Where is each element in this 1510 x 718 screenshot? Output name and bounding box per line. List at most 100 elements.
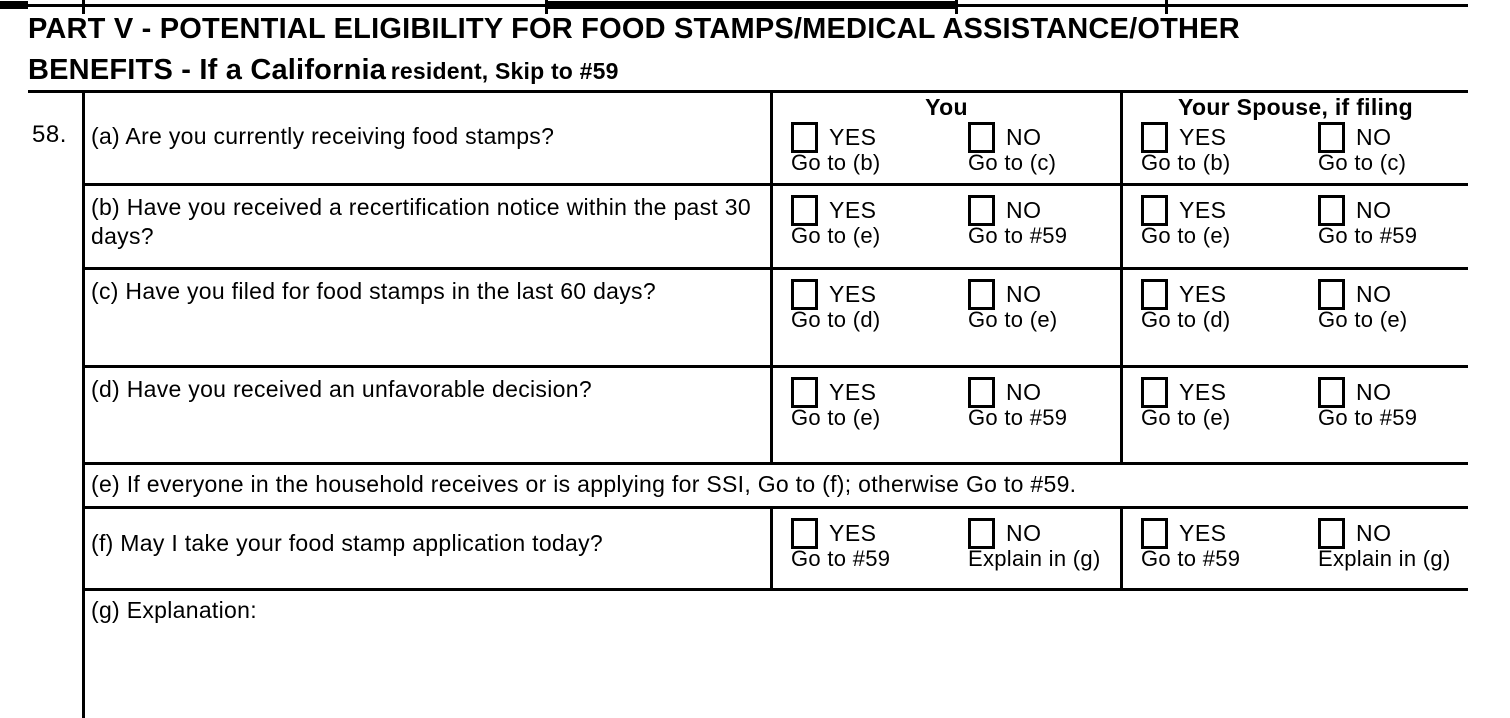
yes-note: Go to (e) bbox=[1141, 223, 1231, 248]
checkbox-spouse-yes-c[interactable] bbox=[1141, 279, 1168, 310]
spouse-column-header: Your Spouse, if filing bbox=[1178, 94, 1413, 120]
checkbox-spouse-no-a[interactable] bbox=[1318, 122, 1345, 153]
option-no: NO Explain in (g) bbox=[1318, 518, 1451, 572]
yes-note: Go to (e) bbox=[791, 223, 881, 248]
yes-note: Go to (d) bbox=[791, 307, 881, 332]
checkbox-you-yes-f[interactable] bbox=[791, 518, 818, 549]
yes-label: YES bbox=[829, 197, 877, 223]
answers-spouse-a: Your Spouse, if filing YES Go to (b) bbox=[1120, 93, 1468, 183]
checkbox-spouse-no-f[interactable] bbox=[1318, 518, 1345, 549]
table-row-b: (b) Have you received a recertification … bbox=[85, 186, 1468, 270]
option-yes: YES Go to (e) bbox=[791, 195, 950, 249]
no-note: Explain in (g) bbox=[1318, 546, 1451, 571]
yes-note: Go to (b) bbox=[1141, 150, 1231, 175]
yes-label: YES bbox=[829, 379, 877, 405]
answers-you-a: You YES Go to (b) NO bbox=[770, 93, 1120, 183]
option-no: NO Go to (e) bbox=[1318, 279, 1408, 333]
no-note: Go to #59 bbox=[1318, 405, 1418, 430]
question-number: 58. bbox=[32, 121, 67, 148]
answers-you-c: YES Go to (d) NO Go to (e) bbox=[770, 270, 1120, 365]
no-label: NO bbox=[1356, 124, 1392, 150]
no-label: NO bbox=[1356, 197, 1392, 223]
no-label: NO bbox=[1006, 520, 1042, 546]
checkbox-you-yes-c[interactable] bbox=[791, 279, 818, 310]
answers-spouse-c: YES Go to (d) NO Go to (e) bbox=[1120, 270, 1468, 365]
option-yes: YES Go to (d) bbox=[1141, 279, 1300, 333]
part-heading-line2-small: resident, Skip to #59 bbox=[390, 58, 619, 84]
no-label: NO bbox=[1006, 281, 1042, 307]
option-no: NO Explain in (g) bbox=[968, 518, 1101, 572]
option-yes: YES Go to #59 bbox=[791, 518, 950, 572]
checkbox-you-yes-b[interactable] bbox=[791, 195, 818, 226]
checkbox-you-no-c[interactable] bbox=[968, 279, 995, 310]
yes-note: Go to (b) bbox=[791, 150, 881, 175]
checkbox-spouse-yes-f[interactable] bbox=[1141, 518, 1168, 549]
no-note: Explain in (g) bbox=[968, 546, 1101, 571]
question-a: (a) Are you currently receiving food sta… bbox=[91, 123, 555, 149]
yes-label: YES bbox=[1179, 520, 1227, 546]
yes-label: YES bbox=[829, 520, 877, 546]
option-no: NO Go to #59 bbox=[1318, 377, 1417, 431]
checkbox-spouse-yes-d[interactable] bbox=[1141, 377, 1168, 408]
yes-note: Go to #59 bbox=[1141, 546, 1241, 571]
yes-label: YES bbox=[1179, 281, 1227, 307]
top-rule-tick bbox=[545, 0, 548, 14]
yes-note: Go to (e) bbox=[791, 405, 881, 430]
explanation-label[interactable]: (g) Explanation: bbox=[91, 597, 257, 623]
checkbox-spouse-yes-b[interactable] bbox=[1141, 195, 1168, 226]
top-rule bbox=[0, 0, 1510, 16]
question-58-table: 58. (a) Are you currently receiving food… bbox=[28, 90, 1468, 718]
checkbox-you-yes-a[interactable] bbox=[791, 122, 818, 153]
checkbox-you-no-d[interactable] bbox=[968, 377, 995, 408]
top-rule-tick bbox=[955, 0, 958, 14]
table-row-f: (f) May I take your food stamp applicati… bbox=[85, 509, 1468, 591]
question-58-grid: (a) Are you currently receiving food sta… bbox=[82, 93, 1468, 718]
part-heading: PART V - POTENTIAL ELIGIBILITY FOR FOOD … bbox=[28, 11, 1488, 93]
top-rule-thick-segment bbox=[545, 1, 957, 9]
answers-spouse-f: YES Go to #59 NO Explain in (g) bbox=[1120, 509, 1468, 588]
you-column-header: You bbox=[925, 94, 968, 120]
checkbox-spouse-no-d[interactable] bbox=[1318, 377, 1345, 408]
checkbox-spouse-yes-a[interactable] bbox=[1141, 122, 1168, 153]
no-label: NO bbox=[1006, 124, 1042, 150]
answers-spouse-b: YES Go to (e) NO Go to #59 bbox=[1120, 186, 1468, 267]
checkbox-you-no-f[interactable] bbox=[968, 518, 995, 549]
no-note: Go to #59 bbox=[1318, 223, 1418, 248]
checkbox-spouse-no-c[interactable] bbox=[1318, 279, 1345, 310]
option-no: NO Go to #59 bbox=[968, 195, 1067, 249]
checkbox-you-no-a[interactable] bbox=[968, 122, 995, 153]
option-yes: YES Go to (e) bbox=[1141, 195, 1300, 249]
yes-note: Go to #59 bbox=[791, 546, 891, 571]
yes-label: YES bbox=[829, 281, 877, 307]
table-row-e: (e) If everyone in the household receive… bbox=[85, 465, 1468, 509]
part-heading-line2-large: BENEFITS - If a California bbox=[28, 54, 387, 86]
statement-e: (e) If everyone in the household receive… bbox=[91, 471, 1077, 497]
question-c: (c) Have you filed for food stamps in th… bbox=[91, 278, 656, 304]
no-note: Go to (c) bbox=[1318, 150, 1407, 175]
table-row-d: (d) Have you received an unfavorable dec… bbox=[85, 368, 1468, 465]
top-rule-tick bbox=[1165, 0, 1168, 14]
no-label: NO bbox=[1356, 520, 1392, 546]
table-row-c: (c) Have you filed for food stamps in th… bbox=[85, 270, 1468, 368]
checkbox-you-yes-d[interactable] bbox=[791, 377, 818, 408]
option-yes: YES Go to (e) bbox=[1141, 377, 1300, 431]
option-no: NO Go to (e) bbox=[968, 279, 1058, 333]
option-yes: YES Go to (d) bbox=[791, 279, 950, 333]
answers-you-b: YES Go to (e) NO Go to #59 bbox=[770, 186, 1120, 267]
no-note: Go to (e) bbox=[1318, 307, 1408, 332]
yes-label: YES bbox=[1179, 379, 1227, 405]
table-row-a: (a) Are you currently receiving food sta… bbox=[85, 93, 1468, 186]
top-rule-tick bbox=[82, 0, 85, 14]
question-d: (d) Have you received an unfavorable dec… bbox=[91, 376, 592, 402]
checkbox-you-no-b[interactable] bbox=[968, 195, 995, 226]
answers-you-d: YES Go to (e) NO Go to #59 bbox=[770, 368, 1120, 462]
no-note: Go to (e) bbox=[968, 307, 1058, 332]
option-yes: YES Go to (b) bbox=[1141, 122, 1300, 176]
top-rule-stub bbox=[0, 1, 28, 9]
question-b: (b) Have you received a recertification … bbox=[91, 194, 751, 249]
checkbox-spouse-no-b[interactable] bbox=[1318, 195, 1345, 226]
question-f: (f) May I take your food stamp applicati… bbox=[91, 530, 604, 556]
option-no: NO Go to (c) bbox=[968, 122, 1056, 176]
no-note: Go to (c) bbox=[968, 150, 1057, 175]
